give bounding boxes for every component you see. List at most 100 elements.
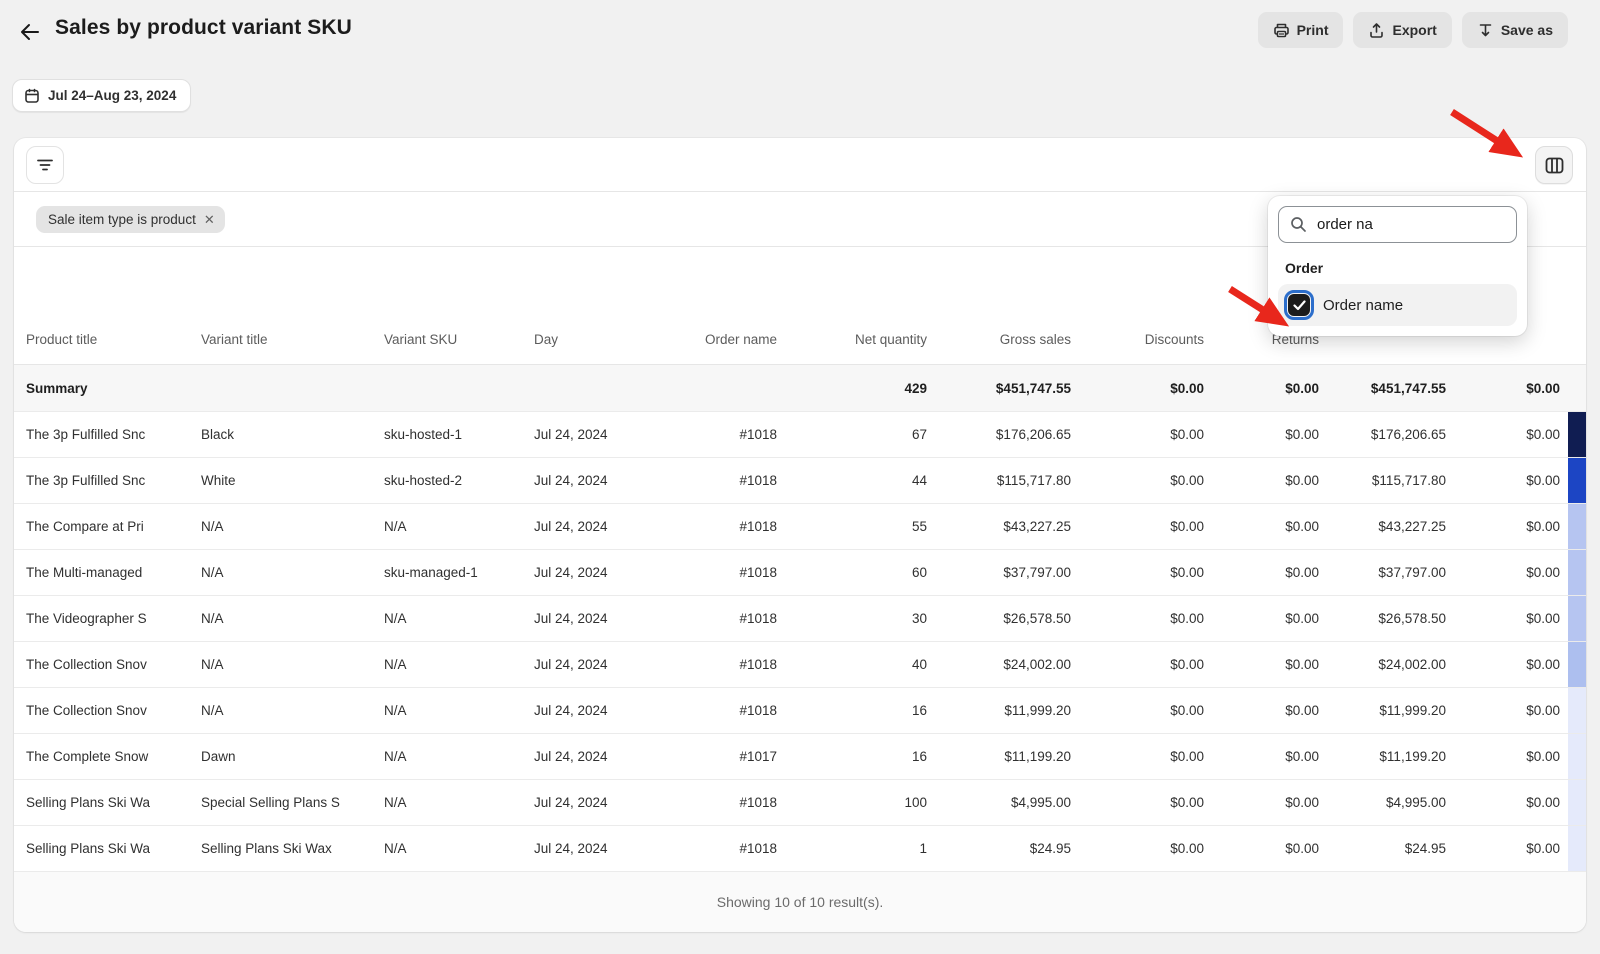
table-cell — [372, 365, 522, 411]
filter-icon — [36, 158, 54, 172]
table-cell: Black — [189, 412, 372, 457]
table-cell: Jul 24, 2024 — [522, 688, 647, 733]
table-cell: $0.00 — [1212, 642, 1327, 687]
column-header[interactable]: Variant SKU — [372, 315, 522, 364]
remove-filter-icon[interactable]: ✕ — [204, 213, 215, 226]
column-header[interactable]: Variant title — [189, 315, 372, 364]
table-toolbar — [14, 138, 1586, 191]
report-table: Product titleVariant titleVariant SKUDay… — [14, 315, 1586, 872]
table-cell: $37,797.00 — [935, 550, 1079, 595]
column-search-input[interactable] — [1278, 206, 1517, 243]
heat-strip-cell — [1568, 315, 1586, 364]
column-header[interactable]: Product title — [14, 315, 189, 364]
save-as-button[interactable]: Save as — [1462, 12, 1568, 48]
calendar-icon — [24, 88, 40, 104]
heat-strip-cell — [1568, 365, 1586, 411]
table-cell: $0.00 — [1079, 504, 1212, 549]
column-header[interactable]: Gross sales — [935, 315, 1079, 364]
column-option-order-name[interactable]: Order name — [1278, 284, 1517, 326]
table-cell: #1018 — [647, 688, 785, 733]
table-cell: $0.00 — [1454, 642, 1568, 687]
order-name-checkbox[interactable] — [1288, 294, 1310, 316]
table-cell: N/A — [189, 550, 372, 595]
table-cell: $0.00 — [1212, 365, 1327, 411]
table-cell: Jul 24, 2024 — [522, 826, 647, 871]
filter-tag[interactable]: Sale item type is product ✕ — [36, 206, 225, 233]
table-cell: N/A — [372, 826, 522, 871]
table-cell: 30 — [785, 596, 935, 641]
export-button[interactable]: Export — [1353, 12, 1451, 48]
heat-strip-cell — [1568, 596, 1586, 641]
table-cell: The Multi-managed — [14, 550, 189, 595]
table-cell: $0.00 — [1079, 642, 1212, 687]
filter-button[interactable] — [26, 146, 64, 184]
table-cell: $26,578.50 — [1327, 596, 1454, 641]
results-count: Showing 10 of 10 result(s). — [717, 894, 884, 910]
table-cell: $0.00 — [1454, 550, 1568, 595]
table-row: The Videographer SN/AN/AJul 24, 2024#101… — [14, 596, 1586, 642]
table-cell: 16 — [785, 688, 935, 733]
table-cell: N/A — [372, 642, 522, 687]
table-cell: $0.00 — [1079, 596, 1212, 641]
table-cell: $11,199.20 — [1327, 734, 1454, 779]
table-cell: Jul 24, 2024 — [522, 550, 647, 595]
table-cell: $0.00 — [1212, 412, 1327, 457]
table-cell: N/A — [189, 688, 372, 733]
table-cell: The 3p Fulfilled Snc — [14, 412, 189, 457]
table-cell: $0.00 — [1079, 734, 1212, 779]
table-cell: The Complete Snow — [14, 734, 189, 779]
column-header[interactable]: Day — [522, 315, 647, 364]
table-cell: 1 — [785, 826, 935, 871]
table-cell: 44 — [785, 458, 935, 503]
table-cell: 55 — [785, 504, 935, 549]
search-icon — [1290, 216, 1307, 233]
table-cell: White — [189, 458, 372, 503]
columns-icon — [1545, 157, 1564, 174]
popover-section-label: Order — [1285, 260, 1517, 276]
column-header[interactable]: Order name — [647, 315, 785, 364]
back-button[interactable] — [16, 18, 44, 46]
table-row: The 3p Fulfilled SncWhitesku-hosted-2Jul… — [14, 458, 1586, 504]
table-cell: The Collection Snov — [14, 642, 189, 687]
save-as-label: Save as — [1501, 22, 1553, 38]
table-cell: 16 — [785, 734, 935, 779]
save-as-icon — [1477, 22, 1494, 39]
table-cell: Jul 24, 2024 — [522, 642, 647, 687]
table-cell: sku-hosted-2 — [372, 458, 522, 503]
columns-button[interactable] — [1535, 146, 1573, 184]
table-cell: Jul 24, 2024 — [522, 504, 647, 549]
table-cell: #1018 — [647, 550, 785, 595]
table-cell: Dawn — [189, 734, 372, 779]
table-cell: Selling Plans Ski Wa — [14, 780, 189, 825]
column-header[interactable]: Discounts — [1079, 315, 1212, 364]
table-cell: $26,578.50 — [935, 596, 1079, 641]
table-row: The Multi-managedN/Asku-managed-1Jul 24,… — [14, 550, 1586, 596]
table-cell: $0.00 — [1079, 458, 1212, 503]
table-cell: sku-managed-1 — [372, 550, 522, 595]
column-header[interactable]: Net quantity — [785, 315, 935, 364]
table-cell: #1018 — [647, 826, 785, 871]
table-cell: N/A — [189, 504, 372, 549]
table-cell: $115,717.80 — [935, 458, 1079, 503]
date-range-button[interactable]: Jul 24–Aug 23, 2024 — [12, 79, 191, 112]
export-label: Export — [1392, 22, 1436, 38]
table-cell: $0.00 — [1212, 504, 1327, 549]
popover-search — [1278, 206, 1517, 243]
table-cell: $0.00 — [1212, 734, 1327, 779]
heat-strip-cell — [1568, 642, 1586, 687]
table-cell: $0.00 — [1454, 688, 1568, 733]
heat-strip-cell — [1568, 550, 1586, 595]
table-row: The 3p Fulfilled SncBlacksku-hosted-1Jul… — [14, 412, 1586, 458]
column-option-label: Order name — [1323, 297, 1403, 314]
table-cell: $24.95 — [935, 826, 1079, 871]
table-cell: The Collection Snov — [14, 688, 189, 733]
table-cell: $0.00 — [1454, 504, 1568, 549]
table-cell: Jul 24, 2024 — [522, 780, 647, 825]
print-button[interactable]: Print — [1258, 12, 1344, 48]
heat-strip-cell — [1568, 826, 1586, 871]
table-cell: Jul 24, 2024 — [522, 734, 647, 779]
checkmark-icon — [1293, 300, 1306, 311]
table-cell: #1018 — [647, 596, 785, 641]
summary-row: Summary429$451,747.55$0.00$0.00$451,747.… — [14, 365, 1586, 412]
table-row: The Compare at PriN/AN/AJul 24, 2024#101… — [14, 504, 1586, 550]
